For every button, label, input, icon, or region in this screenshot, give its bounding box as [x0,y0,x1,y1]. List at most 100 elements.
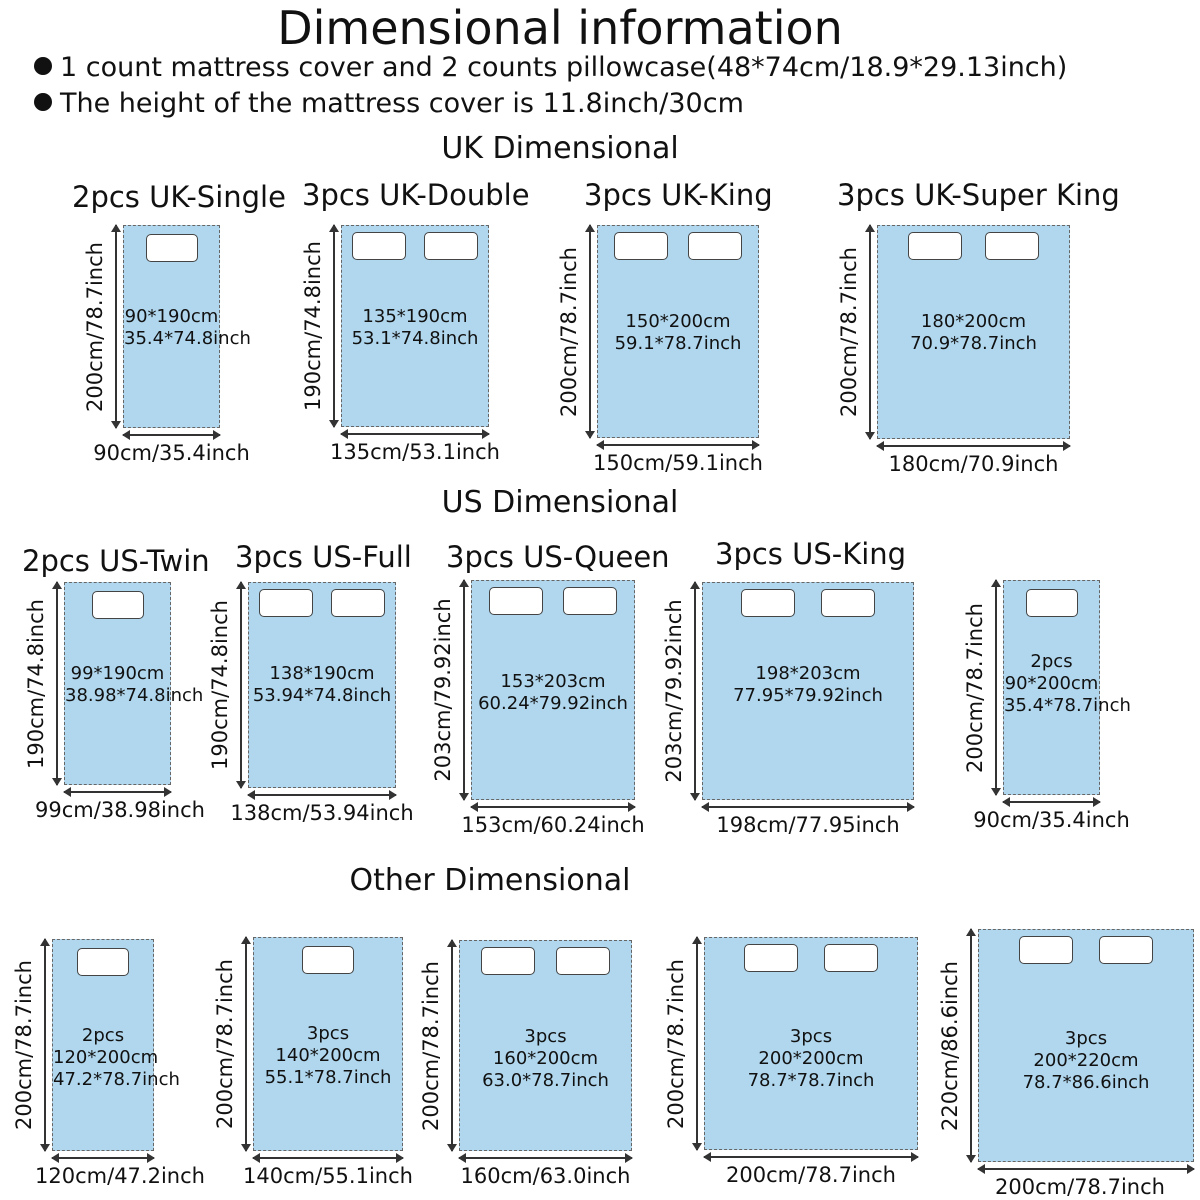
arrow-down-icon [40,1144,50,1152]
size-label-line: 180*200cm [920,311,1027,332]
width-arrow-line [978,1168,1194,1170]
width-label: 138cm/53.94inch [230,801,414,825]
mattress-diagram: 3pcs 200*220cm 78.7*86.6inch [978,929,1194,1162]
mattress-diagram: 150*200cm 59.1*78.7inch [597,225,759,438]
arrow-down-icon [966,1155,976,1163]
arrow-right-icon [213,430,221,440]
height-arrow [236,581,246,789]
height-arrow-line [333,225,335,427]
mattress-diagram: 138*190cm 53.94*74.8inch [248,582,396,788]
size-title: 2pcs US-Twin [22,544,210,578]
height-label: 203cm/79.92inch [662,599,686,783]
arrow-up-icon [329,224,339,232]
size-label: 2pcs 90*200cm 35.4*78.7inch [1004,651,1131,717]
size-label: 3pcs 200*220cm 78.7*86.6inch [979,1028,1193,1094]
size-label-line: 200*220cm [1033,1050,1139,1071]
arrow-left-icon [340,429,348,439]
height-label: 200cm/78.7inch [213,959,237,1129]
mattress-diagram: 3pcs 160*200cm 63.0*78.7inch [459,940,632,1151]
size-label-line: 63.0*78.7inch [482,1070,609,1091]
arrow-right-icon [907,802,915,812]
height-label: 190cm/74.8inch [208,600,232,770]
arrow-right-icon [1063,441,1071,451]
width-arrow [51,1153,155,1163]
width-arrow-line [248,794,396,796]
arrow-left-icon [252,1153,260,1163]
arrow-left-icon [876,441,884,451]
pillow-icon [1025,589,1078,617]
size-label-line: 99*190cm [70,663,165,684]
width-arrow-line [64,791,171,793]
arrow-right-icon [1093,797,1101,807]
arrow-up-icon [585,224,595,232]
height-arrow-line [995,580,997,795]
height-arrow-line [240,582,242,788]
pillow-icon [985,232,1040,260]
size-label: 198*203cm 77.95*79.92inch [703,663,913,707]
height-arrow-line [970,929,972,1162]
size-label-line: 2pcs [1030,651,1073,672]
mattress-diagram: 180*200cm 70.9*78.7inch [877,225,1070,439]
height-arrow [690,581,700,801]
size-title: 3pcs US-King [715,537,907,571]
width-label: 135cm/53.1inch [330,440,500,464]
size-label: 135*190cm 53.1*74.8inch [342,306,488,350]
size-label-line: 35.4*78.7inch [1004,695,1131,716]
size-label: 3pcs 160*200cm 63.0*78.7inch [460,1026,631,1092]
width-arrow-line [471,806,635,808]
height-arrow [40,938,50,1152]
arrow-left-icon [977,1164,985,1174]
pillow-icon [91,591,144,619]
mattress-diagram: 198*203cm 77.95*79.92inch [702,582,914,800]
height-label: 200cm/78.7inch [664,958,688,1129]
height-arrow-line [463,580,465,800]
height-label: 200cm/78.7inch [557,246,581,417]
section-title-other: Other Dimensional [349,863,631,898]
size-label-line: 135*190cm [362,306,468,327]
pillow-icon [259,589,314,617]
size-label-line: 59.1*78.7inch [614,333,742,354]
page-title: Dimensional information [277,1,843,55]
width-arrow [247,790,397,800]
width-arrow-line [253,1157,403,1159]
bullet-text: 1 count mattress cover and 2 counts pill… [60,52,1068,83]
arrow-left-icon [470,802,478,812]
arrow-left-icon [701,802,709,812]
width-arrow-line [702,806,914,808]
width-arrow [458,1153,633,1163]
size-label-line: 78.7*86.6inch [1022,1072,1150,1093]
height-arrow-line [44,939,46,1151]
size-label-line: 153*203cm [500,671,606,692]
size-label-line: 120*200cm [53,1047,159,1068]
pillow-icon [687,232,742,260]
height-arrow [585,224,595,439]
mattress-diagram: 153*203cm 60.24*79.92inch [471,580,635,800]
pillow-icon [352,232,407,260]
pillow-icon [330,589,385,617]
arrow-left-icon [703,1152,711,1162]
size-label-line: 138*190cm [269,663,375,684]
size-title: 3pcs UK-King [584,178,773,212]
arrow-left-icon [458,1153,466,1163]
height-arrow [447,939,457,1152]
pillow-icon [741,589,796,617]
height-arrow-line [694,582,696,800]
pillow-icon [77,948,129,976]
arrow-up-icon [865,224,875,232]
height-label: 200cm/78.7inch [837,247,861,417]
mattress-diagram: 90*190cm 35.4*74.8inch [123,225,251,428]
size-label: 2pcs 120*200cm 47.2*78.7inch [53,1025,180,1091]
arrow-left-icon [247,790,255,800]
height-arrow-line [869,225,871,439]
width-arrow-line [52,1157,154,1159]
pillow-icon [562,587,617,615]
size-title: 3pcs US-Queen [446,540,670,574]
arrow-down-icon [329,420,339,428]
arrow-left-icon [596,440,604,450]
width-arrow-line [459,1157,632,1159]
arrow-right-icon [625,1153,633,1163]
size-label-line: 3pcs [524,1026,567,1047]
width-arrow-line [704,1156,918,1158]
size-label-line: 3pcs [789,1026,833,1047]
arrow-right-icon [482,429,490,439]
